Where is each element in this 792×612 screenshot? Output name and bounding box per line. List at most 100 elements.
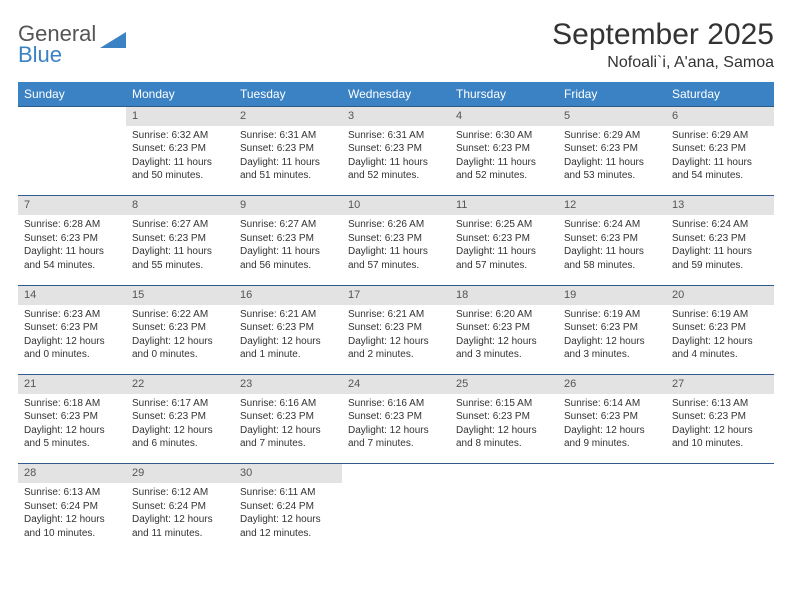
day-number: 25 — [450, 375, 558, 394]
day-sunrise: Sunrise: 6:32 AM — [132, 129, 228, 143]
day-number: 19 — [558, 285, 666, 304]
day-sunset: Sunset: 6:23 PM — [132, 232, 228, 246]
day-day1: Daylight: 12 hours — [456, 424, 552, 438]
day-number: 5 — [558, 107, 666, 126]
day-sunset: Sunset: 6:23 PM — [348, 410, 444, 424]
day-sunrise: Sunrise: 6:29 AM — [564, 129, 660, 143]
day-day1: Daylight: 12 hours — [132, 335, 228, 349]
day-day2: and 57 minutes. — [348, 259, 444, 273]
day-day2: and 12 minutes. — [240, 527, 336, 541]
logo-line2: Blue — [18, 42, 62, 67]
day-sunrise: Sunrise: 6:18 AM — [24, 397, 120, 411]
day-cell: Sunrise: 6:27 AMSunset: 6:23 PMDaylight:… — [126, 215, 234, 285]
day-cell: Sunrise: 6:29 AMSunset: 6:23 PMDaylight:… — [666, 126, 774, 196]
day-sunset: Sunset: 6:23 PM — [240, 410, 336, 424]
day-sunrise: Sunrise: 6:25 AM — [456, 218, 552, 232]
day-number: 15 — [126, 285, 234, 304]
day-sunrise: Sunrise: 6:23 AM — [24, 308, 120, 322]
day-day2: and 51 minutes. — [240, 169, 336, 183]
day-number: 2 — [234, 107, 342, 126]
day-day2: and 1 minute. — [240, 348, 336, 362]
day-day1: Daylight: 12 hours — [132, 424, 228, 438]
weekday-header: Thursday — [450, 82, 558, 107]
day-day2: and 52 minutes. — [456, 169, 552, 183]
day-number: 14 — [18, 285, 126, 304]
day-sunrise: Sunrise: 6:15 AM — [456, 397, 552, 411]
day-day1: Daylight: 12 hours — [672, 424, 768, 438]
day-cell: Sunrise: 6:31 AMSunset: 6:23 PMDaylight:… — [342, 126, 450, 196]
day-day2: and 50 minutes. — [132, 169, 228, 183]
day-cell: Sunrise: 6:17 AMSunset: 6:23 PMDaylight:… — [126, 394, 234, 464]
day-number: 1 — [126, 107, 234, 126]
day-day2: and 8 minutes. — [456, 437, 552, 451]
day-cell — [342, 483, 450, 553]
day-sunrise: Sunrise: 6:21 AM — [348, 308, 444, 322]
day-sunset: Sunset: 6:23 PM — [348, 142, 444, 156]
day-number-row: 14151617181920 — [18, 285, 774, 304]
weekday-header-row: Sunday Monday Tuesday Wednesday Thursday… — [18, 82, 774, 107]
day-day1: Daylight: 11 hours — [240, 245, 336, 259]
day-sunset: Sunset: 6:23 PM — [564, 410, 660, 424]
day-cell: Sunrise: 6:14 AMSunset: 6:23 PMDaylight:… — [558, 394, 666, 464]
day-sunset: Sunset: 6:23 PM — [24, 410, 120, 424]
day-number-row: 21222324252627 — [18, 375, 774, 394]
day-sunset: Sunset: 6:23 PM — [456, 232, 552, 246]
day-sunrise: Sunrise: 6:20 AM — [456, 308, 552, 322]
day-sunset: Sunset: 6:23 PM — [672, 232, 768, 246]
calendar-table: Sunday Monday Tuesday Wednesday Thursday… — [18, 82, 774, 553]
day-sunset: Sunset: 6:23 PM — [348, 232, 444, 246]
day-cell: Sunrise: 6:23 AMSunset: 6:23 PMDaylight:… — [18, 305, 126, 375]
day-day1: Daylight: 11 hours — [132, 245, 228, 259]
day-cell: Sunrise: 6:32 AMSunset: 6:23 PMDaylight:… — [126, 126, 234, 196]
day-day1: Daylight: 12 hours — [240, 513, 336, 527]
day-day1: Daylight: 12 hours — [132, 513, 228, 527]
day-sunset: Sunset: 6:24 PM — [24, 500, 120, 514]
day-cell: Sunrise: 6:29 AMSunset: 6:23 PMDaylight:… — [558, 126, 666, 196]
day-day2: and 55 minutes. — [132, 259, 228, 273]
day-number: 9 — [234, 196, 342, 215]
logo-text: General Blue — [18, 24, 96, 66]
day-day1: Daylight: 12 hours — [24, 335, 120, 349]
day-day1: Daylight: 11 hours — [132, 156, 228, 170]
day-day1: Daylight: 11 hours — [456, 245, 552, 259]
day-sunset: Sunset: 6:23 PM — [24, 232, 120, 246]
day-sunrise: Sunrise: 6:13 AM — [672, 397, 768, 411]
day-day2: and 59 minutes. — [672, 259, 768, 273]
day-number: 3 — [342, 107, 450, 126]
weekday-header: Saturday — [666, 82, 774, 107]
day-number: 10 — [342, 196, 450, 215]
day-cell: Sunrise: 6:15 AMSunset: 6:23 PMDaylight:… — [450, 394, 558, 464]
day-sunrise: Sunrise: 6:16 AM — [240, 397, 336, 411]
day-sunrise: Sunrise: 6:13 AM — [24, 486, 120, 500]
day-number: 18 — [450, 285, 558, 304]
day-sunrise: Sunrise: 6:19 AM — [672, 308, 768, 322]
day-day2: and 0 minutes. — [24, 348, 120, 362]
day-sunrise: Sunrise: 6:17 AM — [132, 397, 228, 411]
day-day1: Daylight: 11 hours — [564, 245, 660, 259]
day-number: 26 — [558, 375, 666, 394]
day-content-row: Sunrise: 6:23 AM Sunset: 6:23 PM Daylight:… — [18, 305, 774, 375]
day-cell: Sunrise: 6:21 AMSunset: 6:23 PMDaylight:… — [342, 305, 450, 375]
day-day2: and 2 minutes. — [348, 348, 444, 362]
day-number: 8 — [126, 196, 234, 215]
day-day1: Daylight: 11 hours — [240, 156, 336, 170]
day-day2: and 4 minutes. — [672, 348, 768, 362]
day-number — [666, 464, 774, 483]
day-number: 23 — [234, 375, 342, 394]
weekday-header: Sunday — [18, 82, 126, 107]
day-sunrise: Sunrise: 6:31 AM — [348, 129, 444, 143]
day-sunrise: Sunrise: 6:26 AM — [348, 218, 444, 232]
day-sunset: Sunset: 6:24 PM — [132, 500, 228, 514]
logo-triangle-icon — [100, 30, 126, 50]
day-number: 21 — [18, 375, 126, 394]
day-sunset: Sunset: 6:23 PM — [456, 321, 552, 335]
day-day2: and 6 minutes. — [132, 437, 228, 451]
day-sunset: Sunset: 6:24 PM — [240, 500, 336, 514]
day-cell — [558, 483, 666, 553]
day-number-row: 78910111213 — [18, 196, 774, 215]
weekday-header: Friday — [558, 82, 666, 107]
day-day1: Daylight: 11 hours — [564, 156, 660, 170]
day-day1: Daylight: 11 hours — [348, 245, 444, 259]
day-sunset: Sunset: 6:23 PM — [240, 321, 336, 335]
day-content-row: Sunrise: 6:28 AMSunset: 6:23 PMDaylight:… — [18, 215, 774, 285]
